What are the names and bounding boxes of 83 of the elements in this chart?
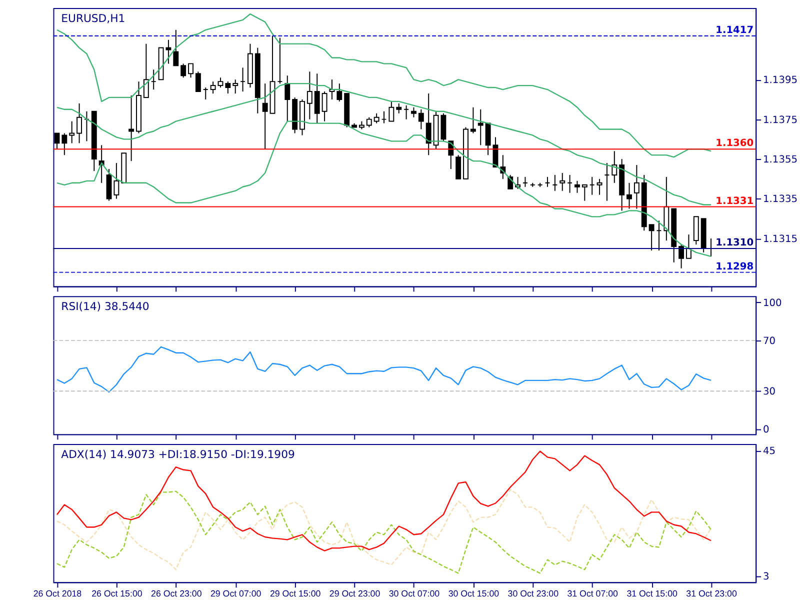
x-tick-label: 30 Oct 07:00	[388, 588, 440, 598]
candlestick	[456, 154, 462, 180]
chart-title: RSI(14) 38.5440	[61, 300, 150, 313]
candlestick	[180, 63, 186, 78]
candlestick	[232, 79, 238, 94]
line-series	[56, 13, 712, 158]
candlestick	[411, 106, 416, 118]
candlestick	[314, 73, 320, 124]
candlestick	[374, 112, 380, 124]
x-tick-label: 30 Oct 15:00	[448, 588, 500, 598]
x-tick-label: 29 Oct 15:00	[270, 588, 321, 598]
candlestick	[693, 216, 699, 245]
y-tick-label: 100	[763, 298, 782, 309]
candlestick	[508, 174, 514, 190]
line-series	[56, 450, 712, 552]
candlestick	[686, 234, 692, 259]
line-series	[56, 120, 712, 258]
ref-line-label: 1.1298	[716, 261, 754, 272]
y-tick-label: 1.1355	[763, 154, 798, 166]
y-tick-label: 30	[763, 386, 776, 398]
candlestick	[188, 63, 194, 78]
candlestick	[284, 75, 290, 122]
candlestick	[612, 150, 618, 184]
candlestick	[54, 132, 60, 150]
candlestick	[388, 100, 394, 122]
x-tick-label: 31 Oct 07:00	[567, 588, 618, 598]
candlestick	[596, 178, 602, 196]
candlestick	[143, 43, 149, 98]
candlestick	[336, 83, 342, 102]
ref-line-label: 1.1417	[716, 24, 754, 36]
candlestick	[69, 120, 75, 144]
x-tick-label: 29 Oct 07:00	[210, 588, 262, 598]
ref-line-label: 1.1360	[716, 138, 754, 150]
candlestick	[648, 224, 654, 251]
candlestick	[664, 176, 670, 242]
candlestick	[210, 81, 216, 94]
chart-title: EURUSD,H1	[61, 12, 126, 25]
candlestick	[62, 132, 68, 156]
candlestick	[485, 122, 491, 156]
candlestick	[225, 81, 231, 94]
candlestick	[322, 91, 328, 122]
line-series	[56, 346, 712, 393]
candlestick	[366, 116, 372, 128]
candlestick	[426, 92, 432, 156]
x-tick-label: 26 Oct 2018	[33, 588, 82, 598]
ref-line-label: 1.1331	[716, 196, 754, 207]
candlestick	[396, 102, 402, 114]
y-tick-label: 1.1395	[763, 75, 798, 86]
ref-line-label: 1.1310	[716, 238, 754, 249]
candlestick	[106, 168, 112, 202]
candlestick	[114, 162, 120, 200]
y-tick-label: 1.1375	[763, 114, 798, 126]
x-tick-label: 31 Oct 23:00	[686, 588, 737, 598]
candlestick	[76, 102, 82, 144]
candlestick	[478, 108, 484, 146]
candlestick	[582, 184, 588, 202]
x-tick-label: 26 Oct 15:00	[92, 588, 142, 598]
y-tick-label: 1.1335	[763, 194, 798, 206]
y-tick-label: 45	[763, 446, 776, 458]
candlestick	[678, 244, 684, 269]
candlestick	[262, 83, 268, 150]
x-tick-label: 26 Oct 23:00	[151, 588, 202, 598]
x-tick-label: 29 Oct 23:00	[329, 588, 380, 598]
candlestick	[306, 71, 312, 120]
candlestick	[440, 112, 446, 142]
candlestick	[560, 172, 566, 192]
candlestick	[634, 164, 640, 210]
line-series	[56, 82, 712, 206]
chart-title: ADX(14) 14.9073 +DI:18.9150 -DI:19.1909	[61, 448, 295, 461]
y-tick-label: 0	[763, 424, 770, 436]
y-tick-label: 3	[763, 572, 770, 583]
candlestick	[195, 71, 201, 92]
candlestick	[218, 77, 224, 88]
candlestick	[574, 180, 580, 194]
candlestick	[418, 108, 424, 130]
candlestick	[626, 182, 632, 210]
candlestick	[470, 106, 476, 134]
x-tick-label: 30 Oct 23:00	[508, 588, 559, 598]
candlestick	[173, 29, 179, 66]
candlestick	[128, 94, 134, 162]
x-tick-label: 31 Oct 15:00	[626, 588, 678, 598]
y-tick-label: 70	[763, 336, 776, 347]
y-tick-label: 1.1315	[763, 234, 798, 245]
